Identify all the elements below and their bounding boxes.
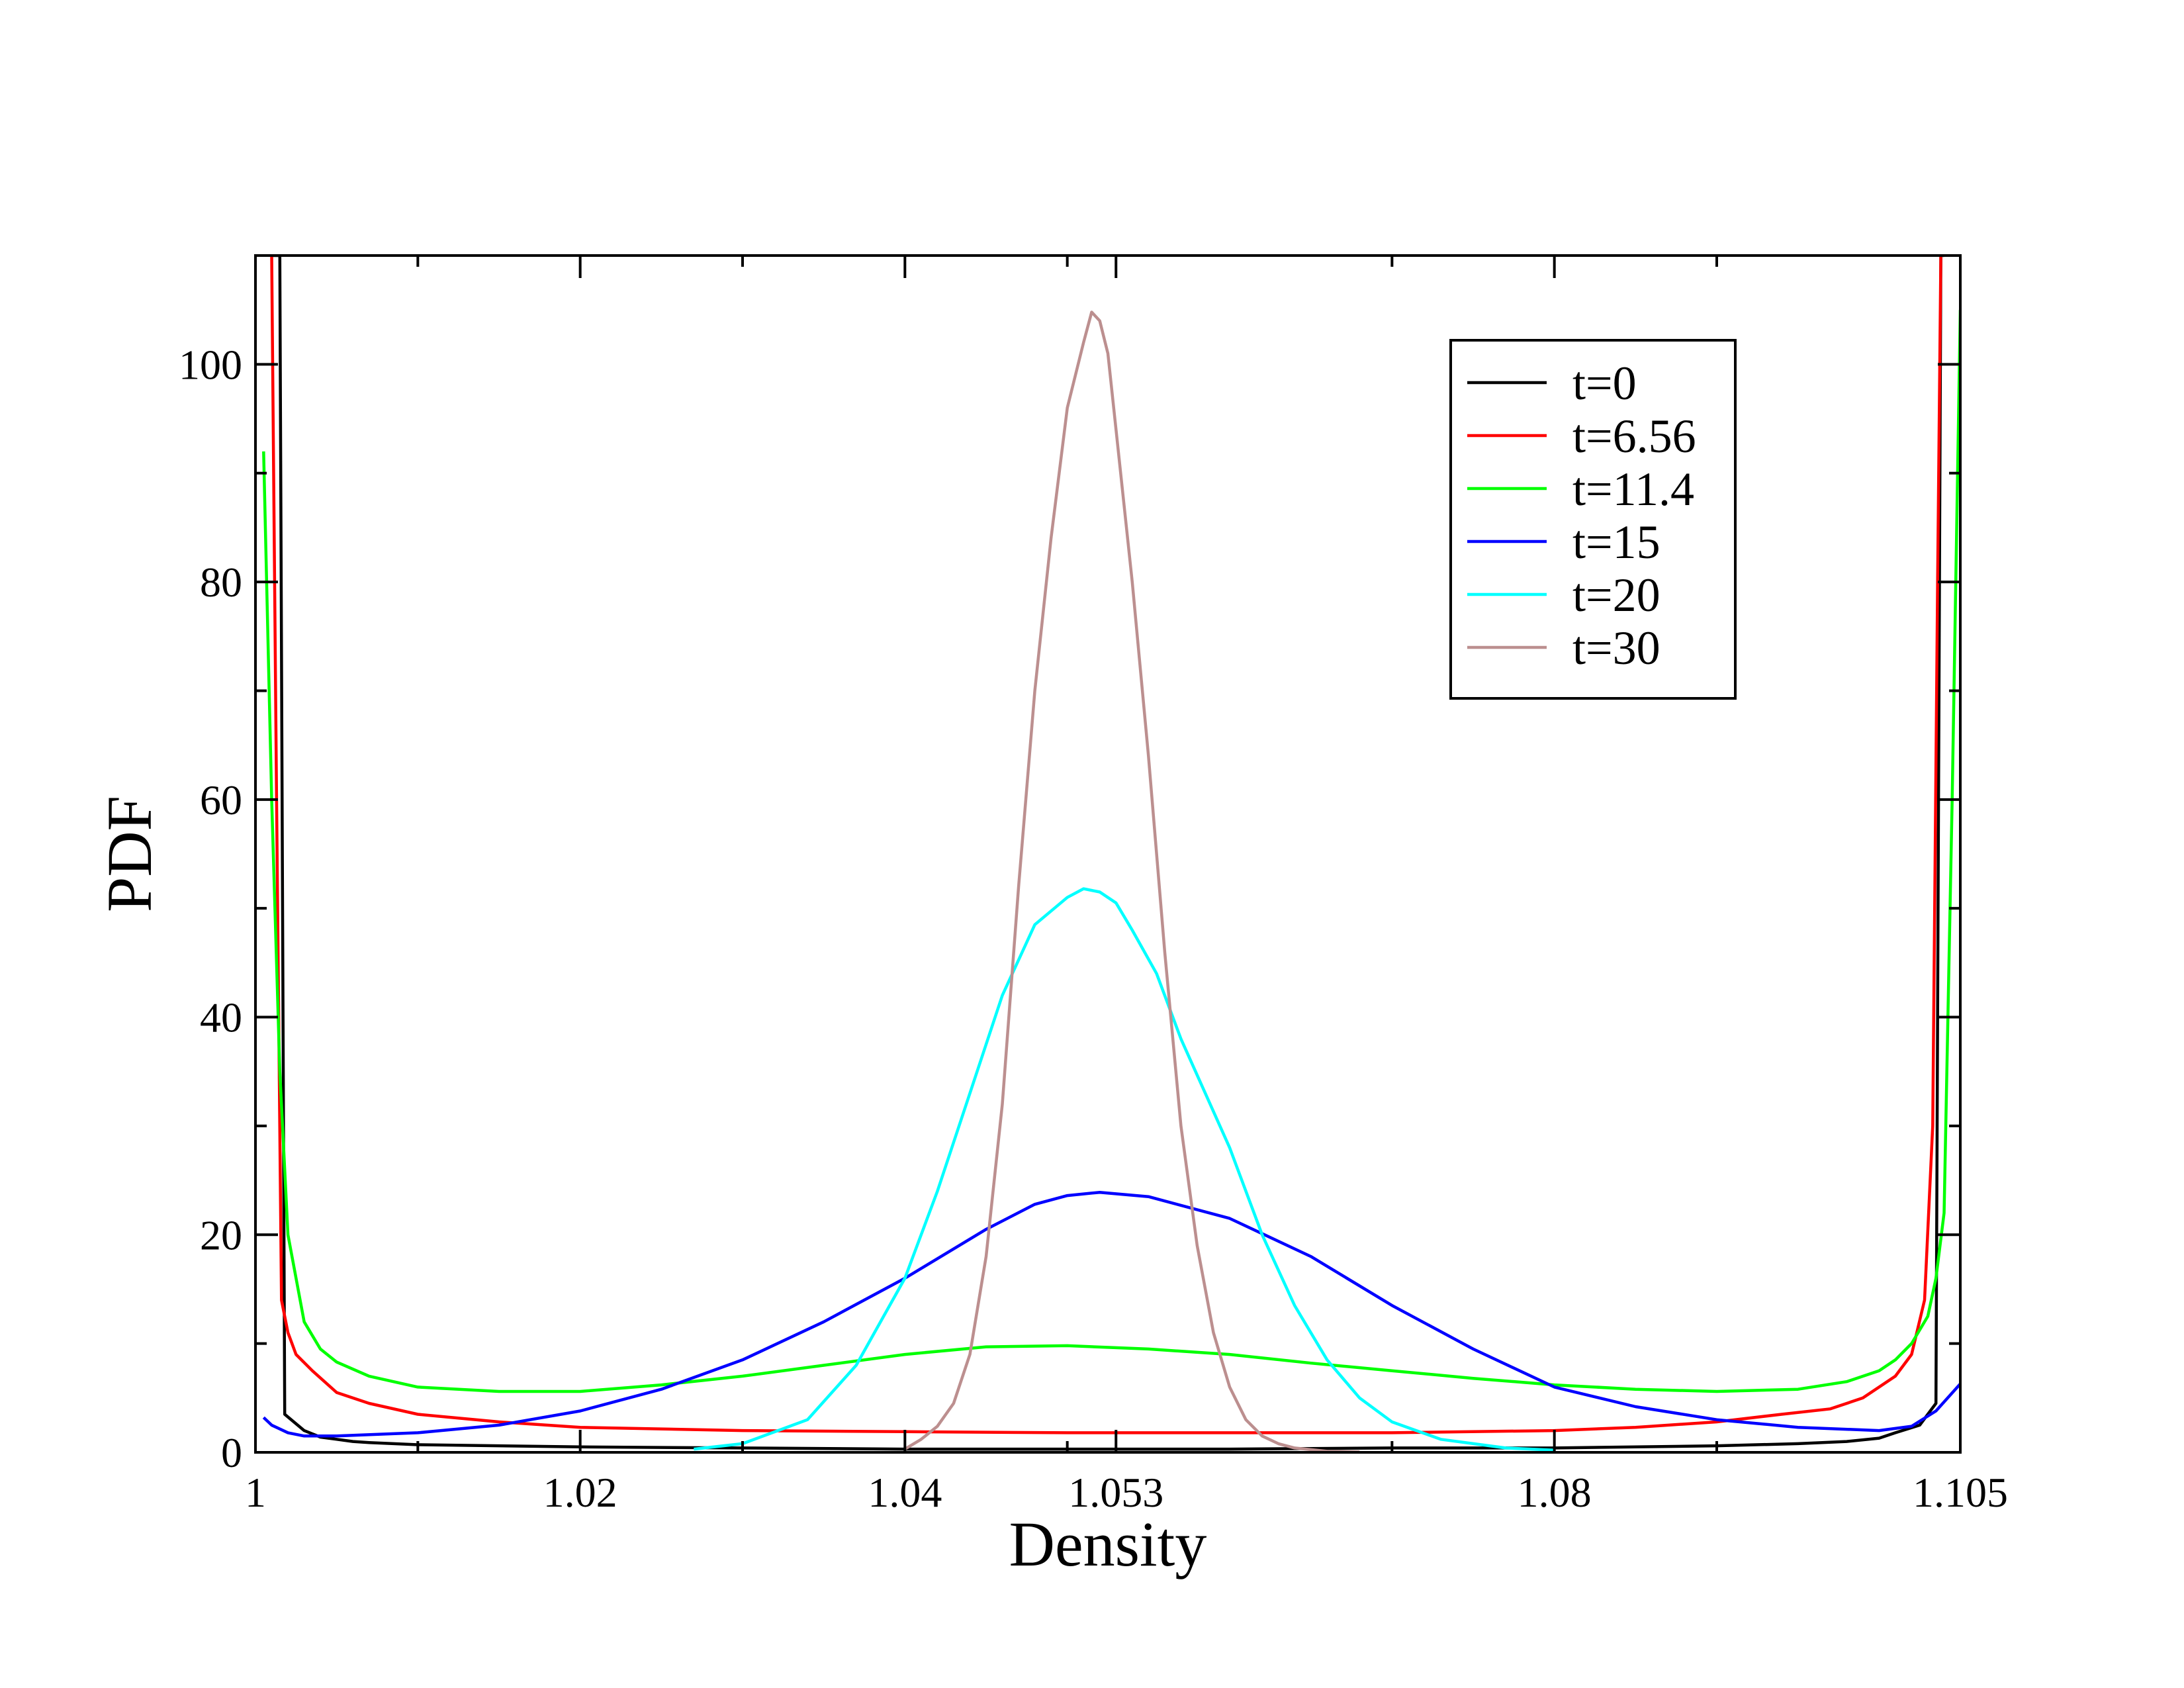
plot-frame	[254, 254, 1962, 1454]
x-tick-label: 1.053	[1068, 1469, 1163, 1516]
x-tick-label: 1	[245, 1469, 266, 1516]
y-tick-label: 0	[221, 1429, 242, 1476]
y-tick-label: 100	[179, 341, 242, 388]
legend-label-t-0: t=0	[1572, 357, 1637, 410]
legend-label-t-30: t=30	[1572, 622, 1661, 675]
series-line-t-30	[904, 310, 1360, 1452]
legend-label-t-6-56: t=6.56	[1572, 410, 1696, 463]
legend-entries: t=0t=6.56t=11.4t=15t=20t=30	[1467, 357, 1696, 675]
y-tick-label: 40	[200, 994, 242, 1041]
y-tick-label: 20	[200, 1211, 242, 1258]
series-line-t-20	[694, 887, 1555, 1452]
series-line-t-11-4	[262, 310, 1960, 1393]
x-tick-label: 1.105	[1913, 1469, 2008, 1516]
x-axis: 1 1.02 1.04 1.053 1.08 1.105	[245, 256, 2008, 1516]
y-tick-label: 80	[200, 559, 242, 606]
series-line-t-6-56	[270, 256, 1942, 1434]
y-tick-label: 60	[200, 776, 242, 823]
legend-box	[1449, 339, 1737, 700]
x-axis-label: Density	[1009, 1509, 1207, 1579]
series-line-t-15	[262, 1190, 1960, 1438]
x-tick-label: 1.02	[543, 1469, 617, 1516]
legend-label-t-20: t=20	[1572, 569, 1661, 622]
legend: t=0t=6.56t=11.4t=15t=20t=30	[1449, 339, 1737, 700]
x-tick-label: 1.08	[1518, 1469, 1592, 1516]
y-axis-label: PDF	[94, 796, 165, 912]
legend-label-t-15: t=15	[1572, 516, 1661, 569]
legend-label-t-11-4: t=11.4	[1572, 463, 1694, 516]
x-tick-label: 1.04	[868, 1469, 942, 1516]
y-axis: 0 20 40 60 80 100	[179, 254, 1960, 1476]
